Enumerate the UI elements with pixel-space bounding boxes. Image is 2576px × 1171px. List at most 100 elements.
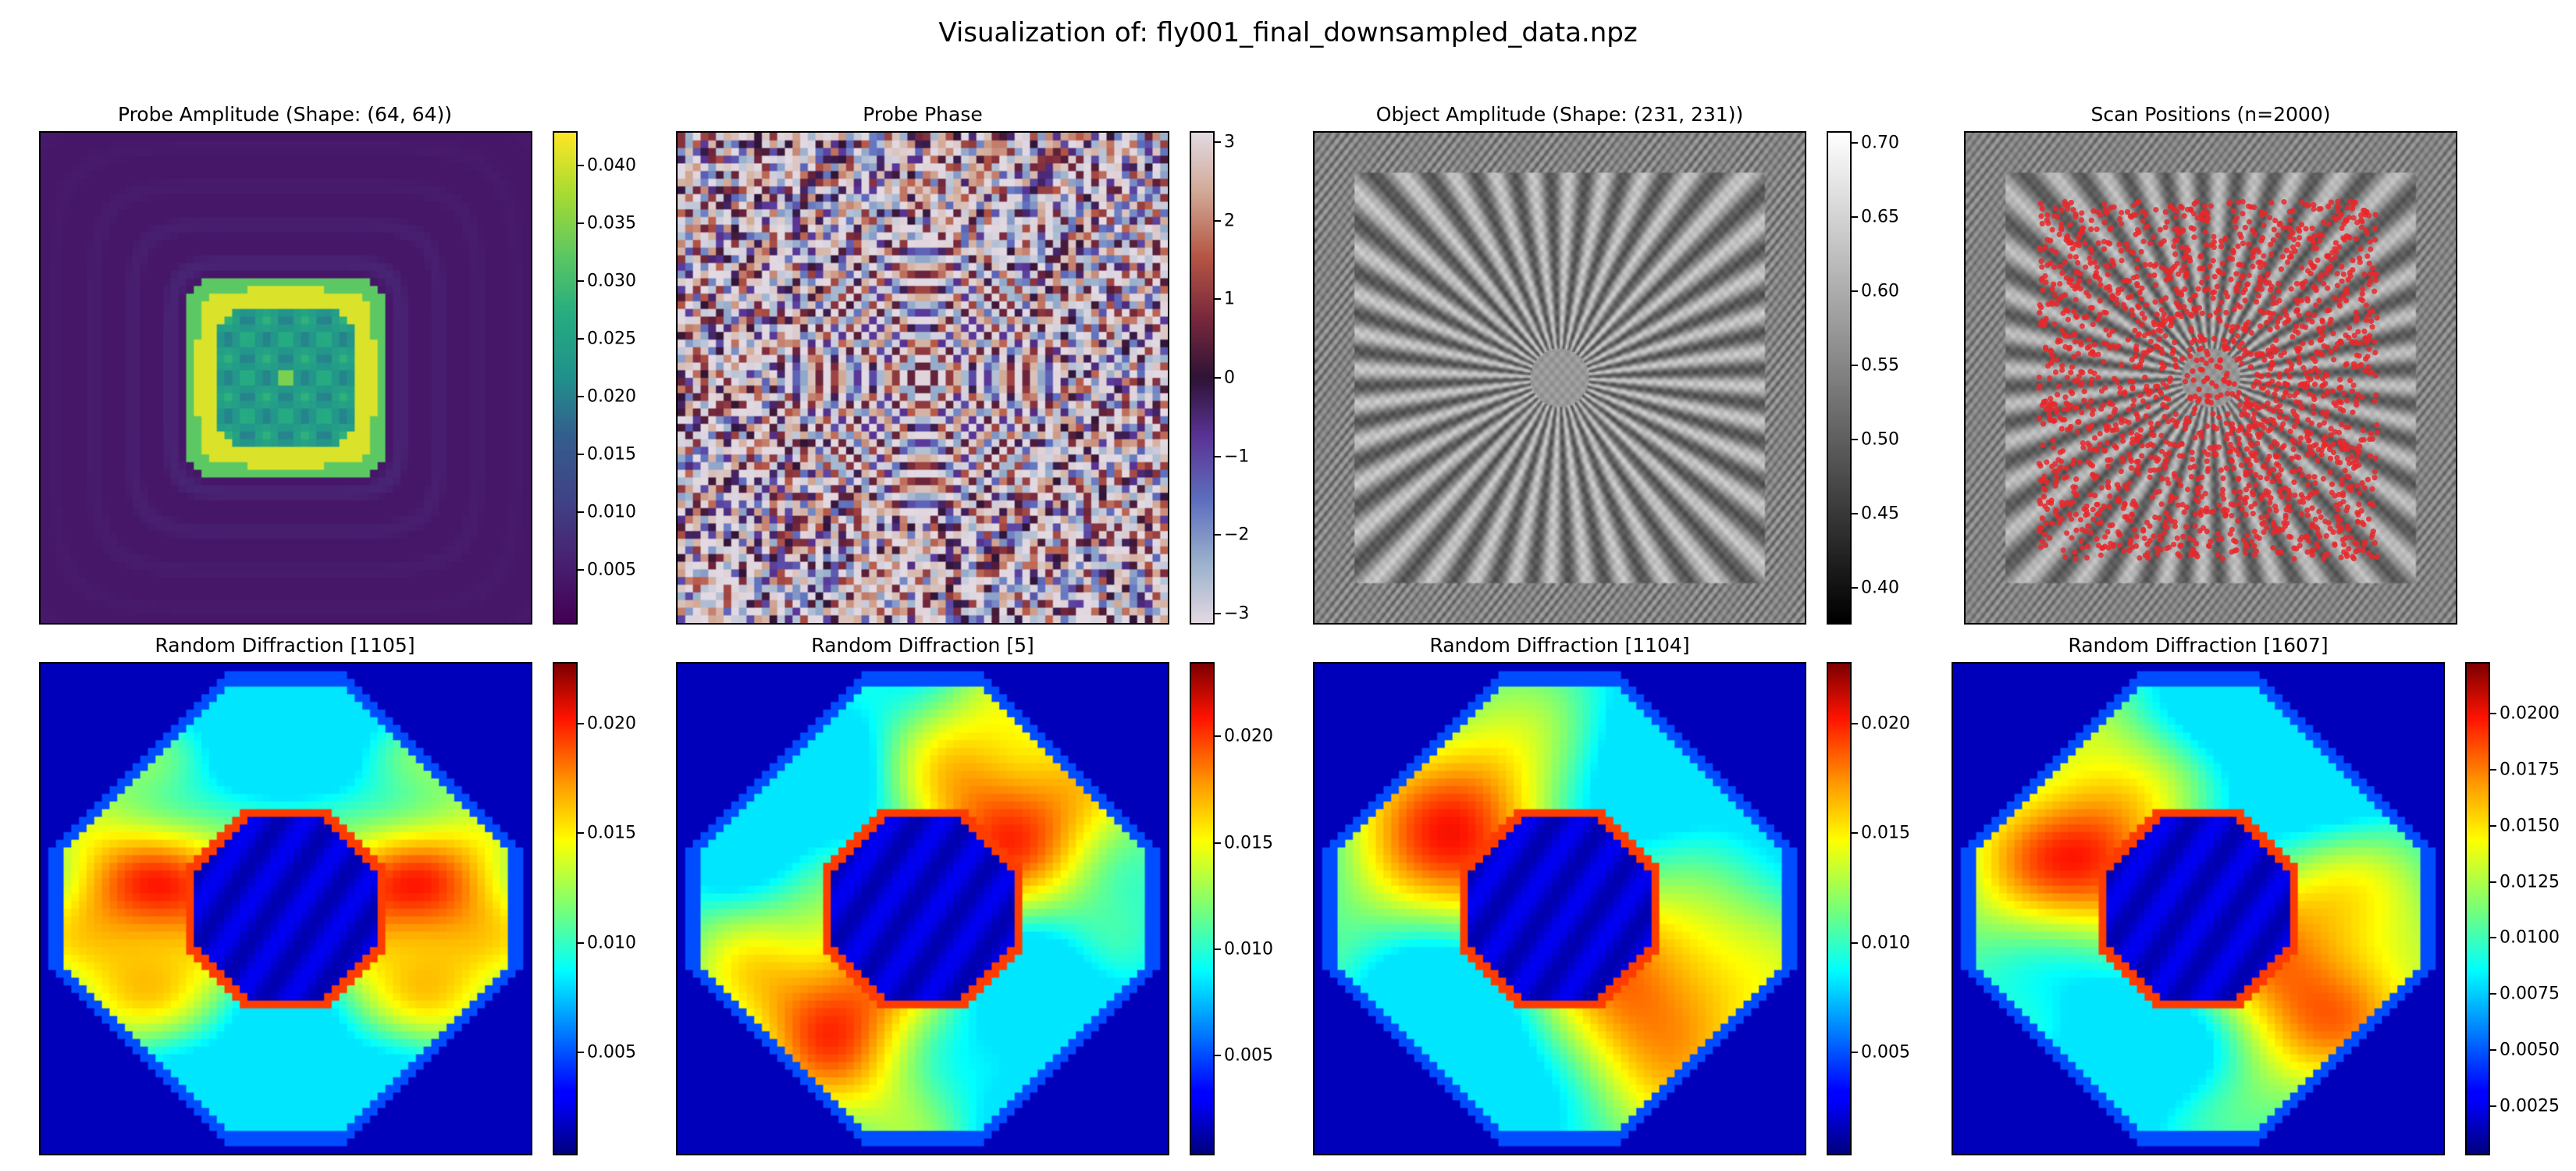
- scan-position-point: [2135, 318, 2141, 325]
- scan-position-point: [2313, 302, 2319, 308]
- scan-position-point: [2222, 511, 2229, 518]
- scan-position-point: [2369, 265, 2375, 272]
- scan-position-point: [2363, 227, 2369, 233]
- scan-position-point: [2162, 333, 2169, 339]
- scan-position-point: [2171, 442, 2177, 448]
- scan-position-point: [2240, 240, 2246, 247]
- scan-position-point: [2074, 429, 2080, 435]
- scan-position-point: [2083, 503, 2090, 510]
- colorbar-tick: [2490, 768, 2496, 771]
- scan-position-point: [2373, 270, 2379, 277]
- scan-position-point: [2201, 449, 2208, 455]
- scan-position-point: [2111, 409, 2117, 415]
- scan-position-point: [2222, 338, 2229, 345]
- colorbar-tick-label: 0.40: [1861, 578, 1899, 598]
- scan-position-point: [2172, 519, 2178, 525]
- scan-position-point: [2188, 326, 2194, 332]
- scan-position-point: [2260, 463, 2266, 469]
- scan-position-point: [2334, 283, 2341, 289]
- colorbar-tick: [1852, 512, 1858, 514]
- scan-position-point: [2072, 286, 2078, 292]
- scan-position-point: [2241, 351, 2247, 358]
- scan-position-point: [2199, 474, 2205, 480]
- scan-position-point: [2175, 502, 2181, 508]
- scan-position-point: [2179, 267, 2185, 273]
- scan-position-point: [2311, 396, 2318, 403]
- scan-position-point: [2322, 440, 2329, 447]
- scan-position-point: [2265, 492, 2271, 498]
- scan-position-point: [2332, 429, 2338, 435]
- scan-position-point: [2349, 388, 2356, 394]
- scan-position-point: [2339, 525, 2345, 531]
- scan-position-point: [2058, 294, 2065, 300]
- scan-position-point: [2199, 367, 2205, 373]
- scan-position-point: [2321, 343, 2327, 349]
- scan-position-point: [2246, 203, 2252, 209]
- scan-position-point: [2350, 215, 2357, 221]
- scan-position-point: [2211, 443, 2218, 450]
- scan-position-point: [2350, 409, 2356, 415]
- panel-title-probe-amplitude: Probe Amplitude (Shape: (64, 64)): [117, 103, 453, 126]
- scan-position-point: [2052, 482, 2058, 489]
- scan-position-point: [2120, 438, 2126, 444]
- scan-position-point: [2258, 373, 2265, 379]
- scan-position-point: [2284, 382, 2291, 388]
- scan-position-point: [2304, 295, 2311, 302]
- object-amplitude-colorbar: [1827, 131, 1852, 625]
- scan-position-point: [2296, 359, 2303, 366]
- scan-position-point: [2163, 383, 2170, 390]
- scan-position-point: [2176, 477, 2183, 483]
- scan-position-point: [2330, 357, 2337, 363]
- scan-position-point: [2313, 442, 2319, 448]
- scan-position-point: [2126, 451, 2133, 457]
- scan-position-point: [2183, 271, 2190, 278]
- colorbar-tick-label: 0.020: [1224, 726, 1273, 746]
- colorbar-tick: [1852, 142, 1858, 144]
- scan-position-point: [2337, 517, 2343, 523]
- scan-position-point: [2068, 516, 2075, 522]
- scan-position-point: [2297, 400, 2303, 406]
- scan-position-point: [2133, 533, 2140, 539]
- scan-position-point: [2369, 532, 2375, 538]
- scan-position-point: [2049, 352, 2055, 358]
- scan-position-point: [2298, 492, 2304, 498]
- scan-position-point: [2293, 323, 2300, 329]
- colorbar-tick-label: −2: [1224, 525, 1250, 545]
- scan-position-point: [2054, 407, 2060, 413]
- scan-position-point: [2275, 280, 2282, 287]
- scan-position-point: [2216, 444, 2222, 450]
- panel-title-diffraction-1105: Random Diffraction [1105]: [155, 634, 415, 657]
- scan-position-point: [2144, 519, 2151, 525]
- scan-position-point: [2270, 545, 2276, 551]
- scan-position-point: [2141, 535, 2147, 542]
- scan-position-point: [2244, 281, 2251, 287]
- scan-position-point: [2273, 337, 2279, 343]
- scan-position-point: [2320, 333, 2326, 339]
- scan-position-point: [2299, 265, 2305, 271]
- scan-position-point: [2275, 319, 2281, 326]
- probe-amplitude-image: [39, 131, 532, 625]
- scan-position-point: [2314, 257, 2321, 263]
- scan-position-point: [2230, 337, 2236, 343]
- scan-position-point: [2062, 417, 2068, 423]
- scan-position-point: [2304, 507, 2311, 514]
- scan-position-point: [2365, 516, 2372, 522]
- scan-position-point: [2234, 324, 2241, 330]
- scan-position-point: [2091, 259, 2097, 265]
- scan-position-point: [2239, 411, 2245, 418]
- scan-position-point: [2258, 385, 2265, 391]
- scan-position-point: [2256, 535, 2262, 541]
- scan-position-point: [2138, 296, 2144, 302]
- scan-position-point: [2370, 502, 2377, 508]
- scan-position-point: [2137, 364, 2143, 370]
- scan-position-point: [2305, 512, 2311, 518]
- scan-position-point: [2109, 328, 2115, 334]
- colorbar-tick-label: 0.015: [1224, 833, 1273, 853]
- scan-position-point: [2166, 544, 2172, 550]
- scan-position-point: [2303, 370, 2309, 376]
- scan-position-point: [2309, 225, 2315, 231]
- scan-position-point: [2172, 494, 2179, 500]
- scan-position-point: [2335, 203, 2341, 209]
- scan-position-point: [2068, 369, 2074, 376]
- scan-position-point: [2129, 436, 2136, 442]
